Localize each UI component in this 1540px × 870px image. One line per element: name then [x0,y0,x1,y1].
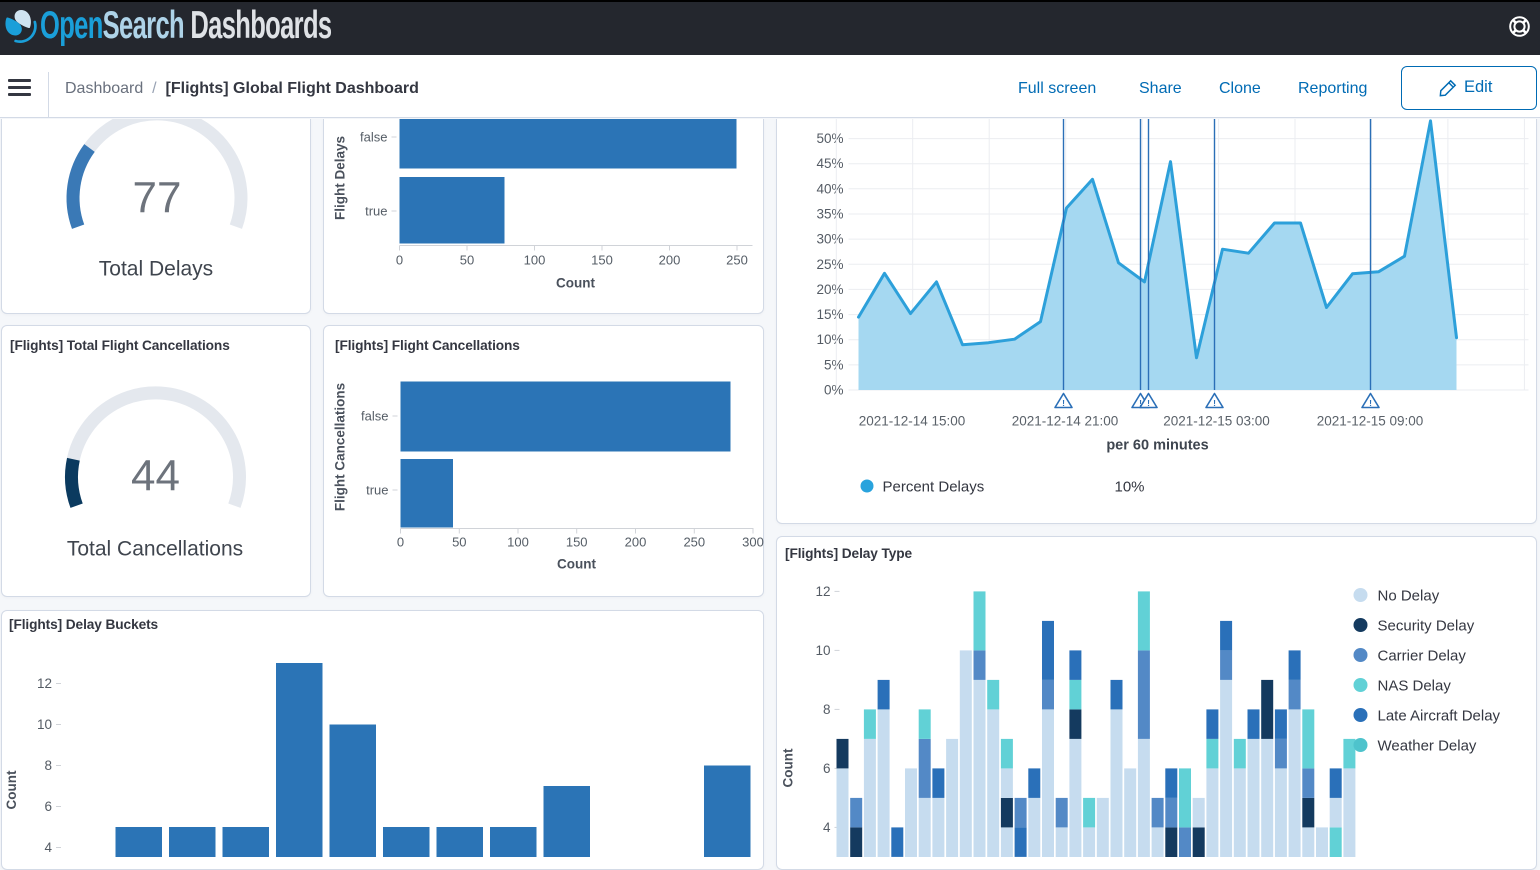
svg-text:100: 100 [507,535,529,550]
svg-text:10%: 10% [816,332,843,347]
svg-text:200: 200 [624,535,646,550]
svg-text:100: 100 [523,253,545,268]
svg-text:44: 44 [131,452,180,501]
svg-text:10: 10 [815,643,830,658]
svg-text:10: 10 [37,717,52,732]
svg-text:250: 250 [683,535,705,550]
svg-text:Percent Delays: Percent Delays [882,479,984,496]
svg-text:!: ! [1062,398,1065,408]
svg-text:Security Delay: Security Delay [1377,618,1474,635]
svg-text:true: true [365,204,387,219]
svg-text:Count: Count [4,770,19,809]
svg-text:false: false [361,409,388,424]
svg-text:0%: 0% [823,383,843,398]
svg-text:6: 6 [44,799,52,814]
svg-text:250: 250 [726,253,748,268]
svg-text:8: 8 [44,758,52,773]
svg-text:Flight Cancellations: Flight Cancellations [332,383,347,511]
svg-text:0: 0 [395,253,402,268]
svg-text:!: ! [1147,398,1150,408]
svg-text:15%: 15% [816,307,843,322]
svg-text:20%: 20% [816,282,843,297]
svg-text:40%: 40% [816,181,843,196]
svg-text:Carrier Delay: Carrier Delay [1377,648,1466,665]
svg-text:Weather Delay: Weather Delay [1377,738,1476,755]
svg-text:Total Cancellations: Total Cancellations [67,538,243,561]
svg-text:per 60 minutes: per 60 minutes [1106,438,1208,454]
svg-text:50: 50 [459,253,473,268]
svg-text:2021-12-14 21:00: 2021-12-14 21:00 [1011,414,1118,429]
svg-text:45%: 45% [816,156,843,171]
svg-text:8: 8 [822,702,830,717]
svg-text:Flight Delays: Flight Delays [332,136,347,220]
svg-text:Late Aircraft Delay: Late Aircraft Delay [1377,708,1500,725]
svg-text:77: 77 [133,174,182,223]
svg-text:150: 150 [591,253,613,268]
svg-text:Total Delays: Total Delays [99,258,213,281]
svg-text:35%: 35% [816,207,843,222]
svg-text:4: 4 [44,840,52,855]
svg-text:2021-12-14 15:00: 2021-12-14 15:00 [858,414,965,429]
svg-text:NAS Delay: NAS Delay [1377,678,1451,695]
svg-text:2021-12-15 03:00: 2021-12-15 03:00 [1163,414,1270,429]
svg-text:30%: 30% [816,232,843,247]
svg-text:2021-12-15 09:00: 2021-12-15 09:00 [1316,414,1423,429]
svg-text:50: 50 [452,535,466,550]
svg-text:300: 300 [742,535,764,550]
svg-text:6: 6 [822,761,830,776]
svg-text:5%: 5% [823,357,843,372]
svg-text:4: 4 [822,820,830,835]
svg-text:Count: Count [780,748,795,787]
svg-text:false: false [360,130,387,145]
svg-text:!: ! [1369,398,1372,408]
svg-text:Count: Count [556,276,595,291]
svg-text:12: 12 [37,676,52,691]
svg-text:200: 200 [658,253,680,268]
svg-text:0: 0 [396,535,403,550]
svg-text:true: true [366,483,388,498]
svg-text:25%: 25% [816,257,843,272]
svg-text:10%: 10% [1114,479,1144,496]
svg-text:!: ! [1213,398,1216,408]
svg-text:12: 12 [815,584,830,599]
svg-text:50%: 50% [816,131,843,146]
svg-text:150: 150 [565,535,587,550]
svg-text:No Delay: No Delay [1377,588,1439,605]
svg-text:Count: Count [557,557,596,572]
